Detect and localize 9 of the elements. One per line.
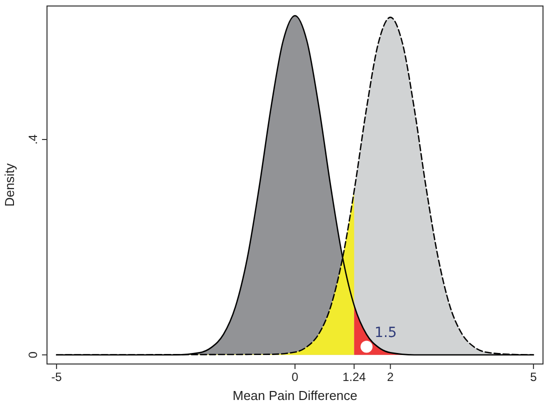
x-tick-label: 0 bbox=[292, 370, 299, 384]
x-axis-title: Mean Pain Difference bbox=[232, 388, 358, 403]
y-tick-label: .4 bbox=[26, 134, 40, 145]
y-axis-title: Density bbox=[2, 162, 17, 207]
x-tick-label: -5 bbox=[51, 370, 62, 384]
annotation: 1.5 bbox=[374, 324, 397, 341]
x-tick-label: 1.24 bbox=[342, 370, 366, 384]
x-tick-label: 2 bbox=[387, 370, 394, 384]
x-tick-label: 5 bbox=[530, 370, 538, 384]
